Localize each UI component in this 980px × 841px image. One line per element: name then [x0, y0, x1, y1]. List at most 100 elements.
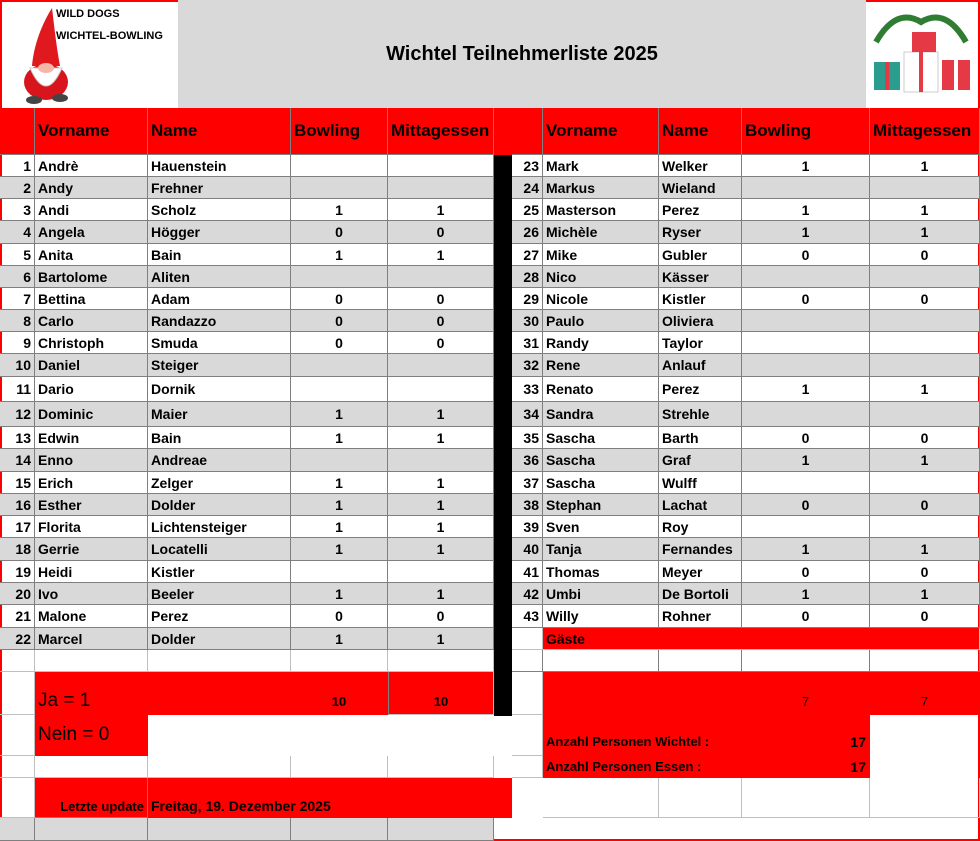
empty-cell[interactable]: [0, 778, 35, 818]
vorname-cell[interactable]: Enno: [35, 449, 148, 472]
name-cell[interactable]: Ryser: [659, 221, 742, 244]
mittagessen-cell[interactable]: [388, 377, 494, 402]
row-number[interactable]: 3: [0, 199, 35, 221]
name-cell[interactable]: Meyer: [659, 561, 742, 583]
bowling-cell[interactable]: 1: [742, 583, 870, 605]
row-number[interactable]: 8: [0, 310, 35, 332]
mittagessen-cell[interactable]: 0: [388, 288, 494, 310]
name-cell[interactable]: Kistler: [148, 561, 291, 583]
empty-cell[interactable]: [543, 778, 659, 818]
vorname-cell[interactable]: Heidi: [35, 561, 148, 583]
vorname-cell[interactable]: Sandra: [543, 402, 659, 427]
mittagessen-cell[interactable]: 0: [388, 605, 494, 628]
vorname-cell[interactable]: Masterson: [543, 199, 659, 221]
bowling-cell[interactable]: [742, 354, 870, 377]
name-cell[interactable]: Graf: [659, 449, 742, 472]
mittagessen-cell[interactable]: [388, 177, 494, 199]
row-number[interactable]: 42: [512, 583, 543, 605]
row-number[interactable]: 15: [0, 472, 35, 494]
name-cell[interactable]: Wulff: [659, 472, 742, 494]
bowling-cell[interactable]: 1: [742, 199, 870, 221]
vorname-cell[interactable]: Paulo: [543, 310, 659, 332]
vorname-cell[interactable]: Bartolome: [35, 266, 148, 288]
row-number[interactable]: 28: [512, 266, 543, 288]
row-number[interactable]: 36: [512, 449, 543, 472]
name-cell[interactable]: Perez: [659, 199, 742, 221]
bowling-cell[interactable]: 1: [291, 244, 388, 266]
mittagessen-cell[interactable]: 1: [388, 516, 494, 538]
empty-cell[interactable]: [512, 756, 543, 778]
bowling-cell[interactable]: 1: [291, 583, 388, 605]
vorname-cell[interactable]: Mark: [543, 155, 659, 177]
row-number[interactable]: 14: [0, 449, 35, 472]
empty-cell[interactable]: [148, 818, 291, 841]
mittagessen-cell[interactable]: [870, 516, 980, 538]
row-number[interactable]: 2: [0, 177, 35, 199]
empty-cell[interactable]: [0, 715, 35, 756]
bowling-cell[interactable]: [291, 155, 388, 177]
empty-cell[interactable]: [870, 650, 980, 672]
empty-cell[interactable]: [0, 818, 35, 841]
vorname-cell[interactable]: Erich: [35, 472, 148, 494]
vorname-cell[interactable]: Nicole: [543, 288, 659, 310]
empty-cell[interactable]: [742, 778, 870, 818]
empty-cell[interactable]: [148, 756, 291, 778]
vorname-cell[interactable]: Markus: [543, 177, 659, 199]
bowling-cell[interactable]: 0: [742, 494, 870, 516]
bowling-cell[interactable]: 1: [291, 402, 388, 427]
bowling-cell[interactable]: [291, 266, 388, 288]
name-cell[interactable]: De Bortoli: [659, 583, 742, 605]
vorname-cell[interactable]: Carlo: [35, 310, 148, 332]
vorname-cell[interactable]: Bettina: [35, 288, 148, 310]
empty-cell[interactable]: [291, 650, 388, 672]
mittagessen-cell[interactable]: 1: [870, 221, 980, 244]
bowling-cell[interactable]: 1: [291, 494, 388, 516]
vorname-cell[interactable]: Nico: [543, 266, 659, 288]
mittagessen-cell[interactable]: 1: [870, 155, 980, 177]
mittagessen-cell[interactable]: [870, 310, 980, 332]
bowling-cell[interactable]: 1: [742, 449, 870, 472]
name-cell[interactable]: Zelger: [148, 472, 291, 494]
name-cell[interactable]: Steiger: [148, 354, 291, 377]
name-cell[interactable]: Anlauf: [659, 354, 742, 377]
mittagessen-cell[interactable]: [870, 402, 980, 427]
empty-cell[interactable]: [0, 672, 35, 715]
bowling-cell[interactable]: 1: [742, 221, 870, 244]
mittagessen-cell[interactable]: 1: [870, 583, 980, 605]
vorname-cell[interactable]: Thomas: [543, 561, 659, 583]
vorname-cell[interactable]: Andi: [35, 199, 148, 221]
vorname-cell[interactable]: Andrè: [35, 155, 148, 177]
mittagessen-cell[interactable]: [870, 472, 980, 494]
bowling-cell[interactable]: [742, 402, 870, 427]
name-cell[interactable]: Kistler: [659, 288, 742, 310]
row-number[interactable]: 7: [0, 288, 35, 310]
vorname-cell[interactable]: Umbi: [543, 583, 659, 605]
mittagessen-cell[interactable]: 1: [388, 244, 494, 266]
name-cell[interactable]: Dornik: [148, 377, 291, 402]
mittagessen-cell[interactable]: 1: [870, 199, 980, 221]
bowling-cell[interactable]: 1: [742, 155, 870, 177]
row-number[interactable]: 41: [512, 561, 543, 583]
vorname-cell[interactable]: Rene: [543, 354, 659, 377]
bowling-cell[interactable]: [742, 310, 870, 332]
row-number[interactable]: 38: [512, 494, 543, 516]
row-number[interactable]: 9: [0, 332, 35, 354]
empty-cell[interactable]: [388, 650, 494, 672]
bowling-cell[interactable]: 0: [291, 605, 388, 628]
name-cell[interactable]: Welker: [659, 155, 742, 177]
vorname-cell[interactable]: Daniel: [35, 354, 148, 377]
row-number[interactable]: 39: [512, 516, 543, 538]
name-cell[interactable]: Andreae: [148, 449, 291, 472]
row-number[interactable]: 11: [0, 377, 35, 402]
name-cell[interactable]: Scholz: [148, 199, 291, 221]
name-cell[interactable]: Dolder: [148, 494, 291, 516]
mittagessen-cell[interactable]: [388, 354, 494, 377]
row-number[interactable]: 27: [512, 244, 543, 266]
row-number[interactable]: 30: [512, 310, 543, 332]
row-number[interactable]: 18: [0, 538, 35, 561]
mittagessen-cell[interactable]: 1: [388, 628, 494, 650]
bowling-cell[interactable]: 0: [742, 427, 870, 449]
empty-cell[interactable]: [148, 650, 291, 672]
row-number[interactable]: 13: [0, 427, 35, 449]
mittagessen-cell[interactable]: 1: [388, 538, 494, 561]
